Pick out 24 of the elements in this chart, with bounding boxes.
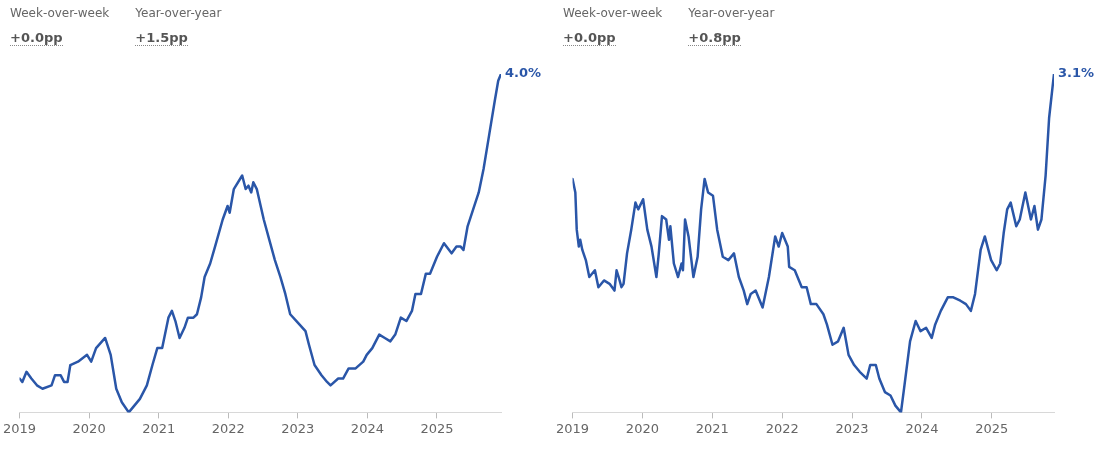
text: Week-over-week [563,6,663,20]
x-tick-label: 2020 [72,420,106,436]
text: +1.5pp [135,30,188,46]
text: +0.0pp [563,30,616,46]
x-tick-label: 2022 [765,420,799,436]
text: Year-over-year [688,6,775,20]
x-tick-label: 2023 [835,420,869,436]
x-tick-label: 2021 [695,420,729,436]
annotation: 3.1% [1058,65,1095,81]
x-tick-label: 2025 [420,420,454,436]
x-tick-label: 2025 [975,420,1009,436]
x-tick-label: 2020 [625,420,659,436]
text: +0.8pp [688,30,741,46]
x-tick-label: 2024 [350,420,384,436]
x-tick-label: 2021 [142,420,176,436]
x-tick-label: 2023 [281,420,315,436]
text: Week-over-week [10,6,110,20]
x-tick-label: 2019 [556,420,590,436]
text: +0.0pp [10,30,63,46]
x-tick-label: 2019 [3,420,37,436]
x-tick-label: 2022 [211,420,245,436]
text: Year-over-year [135,6,222,20]
x-tick-label: 2024 [905,420,939,436]
annotation: 4.0% [505,65,542,81]
